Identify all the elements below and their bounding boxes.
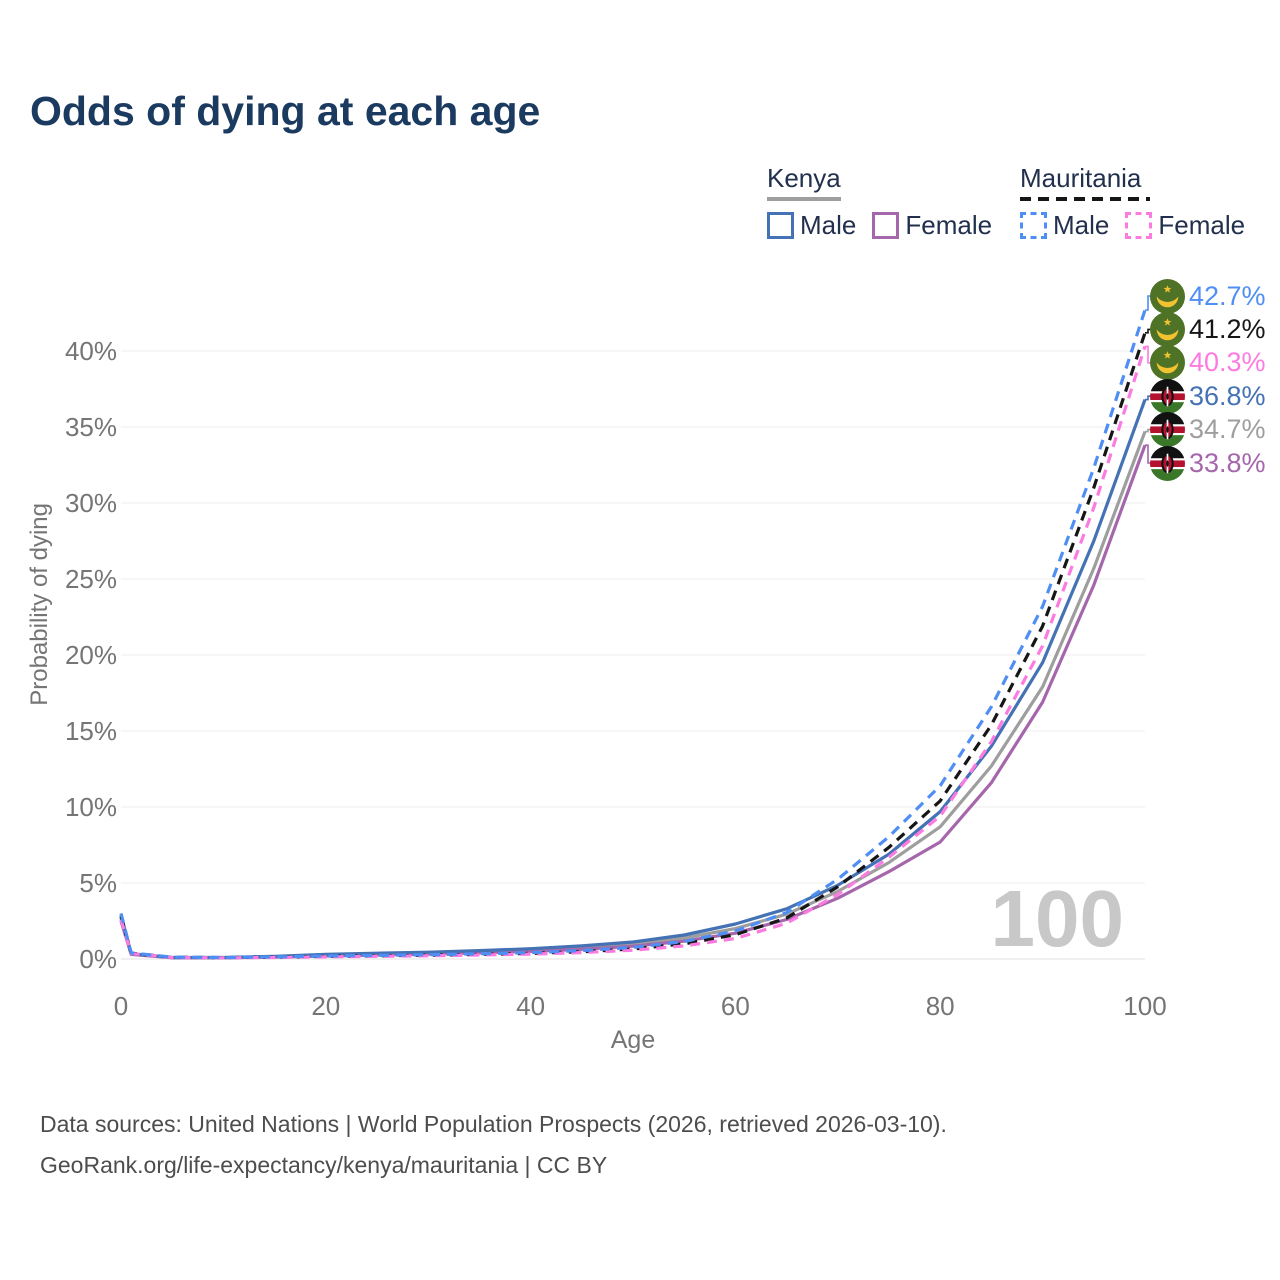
end-label-kenya-male[interactable]: 36.8% (1150, 378, 1266, 414)
y-tick-label-15: 15% (64, 716, 117, 746)
end-label-value-mauritania-overall: 41.2% (1189, 313, 1266, 344)
legend-mauritania: Mauritania Male Female (1020, 163, 1245, 241)
mauritania-female-swatch-icon (1125, 212, 1153, 239)
kenya-flag-icon (1150, 445, 1185, 481)
legend-mauritania-row: Male Female (1020, 210, 1245, 241)
y-tick-label-30: 30% (64, 488, 117, 518)
x-tick-label-100: 100 (1123, 991, 1167, 1021)
end-label-mauritania-female[interactable]: 40.3% (1150, 345, 1266, 381)
end-label-connector-kenya-overall (1145, 428, 1152, 433)
y-tick-label-5: 5% (79, 868, 117, 898)
x-axis-title: Age (610, 1026, 656, 1054)
legend-item-mauritania-female[interactable]: Female (1125, 210, 1245, 241)
y-tick-label-10: 10% (64, 792, 117, 822)
x-tick-label-40: 40 (516, 991, 546, 1021)
mauritania-male-swatch-icon (1020, 212, 1047, 239)
legend-kenya-title: Kenya (767, 163, 841, 193)
end-label-kenya-overall[interactable]: 34.7% (1150, 412, 1266, 448)
x-tick-label-60: 60 (720, 991, 750, 1021)
legend-label-kenya-female: Female (905, 210, 993, 240)
footer-data-sources: Data sources: United Nations | World Pop… (40, 1111, 947, 1137)
legend-label-kenya-male: Male (800, 210, 857, 240)
kenya-line-style-swatch (767, 197, 841, 201)
footer: Data sources: United Nations | World Pop… (40, 1104, 947, 1186)
legend-kenya: Kenya Male Female (767, 163, 992, 241)
legend-label-mauritania-female: Female (1158, 210, 1246, 240)
y-tick-label-25: 25% (64, 564, 117, 594)
kenya-flag-icon (1150, 412, 1185, 448)
legend-mauritania-title: Mauritania (1020, 163, 1142, 193)
age-watermark: 100 (991, 874, 1124, 963)
mauritania-flag-icon (1150, 345, 1185, 381)
page-title: Odds of dying at each age (30, 88, 541, 134)
end-label-connector-kenya-male (1145, 395, 1152, 401)
legend-kenya-row: Male Female (767, 210, 992, 241)
x-tick-label-0: 0 (113, 991, 129, 1021)
mauritania-flag-icon (1150, 311, 1185, 347)
end-label-mauritania-overall[interactable]: 41.2% (1150, 311, 1266, 347)
legend-item-kenya-male[interactable]: Male (767, 210, 856, 241)
end-label-value-kenya-male: 36.8% (1189, 380, 1266, 411)
x-tick-label-20: 20 (311, 991, 341, 1021)
y-tick-label-40: 40% (64, 336, 117, 366)
end-label-kenya-female[interactable]: 33.8% (1150, 445, 1266, 481)
legend-item-mauritania-male[interactable]: Male (1020, 210, 1109, 241)
end-label-value-kenya-female: 33.8% (1189, 447, 1266, 478)
y-tick-label-20: 20% (64, 640, 117, 670)
series-line-mauritania-male[interactable] (119, 309, 1147, 960)
legend-item-kenya-female[interactable]: Female (872, 210, 992, 241)
end-label-value-mauritania-female: 40.3% (1189, 347, 1266, 378)
mauritania-flag-icon (1150, 278, 1185, 314)
y-tick-label-35: 35% (64, 412, 117, 442)
y-tick-label-0: 0% (79, 944, 117, 974)
end-label-value-mauritania-male: 42.7% (1189, 280, 1266, 311)
mauritania-line-style-swatch (1020, 197, 1150, 201)
end-label-value-kenya-overall: 34.7% (1189, 414, 1266, 445)
kenya-female-swatch-icon (872, 212, 900, 239)
kenya-flag-icon (1150, 378, 1185, 414)
end-label-connector-mauritania-overall (1145, 328, 1152, 334)
x-tick-label-80: 80 (925, 991, 955, 1021)
footer-attribution: GeoRank.org/life-expectancy/kenya/maurit… (40, 1152, 608, 1178)
kenya-male-swatch-icon (767, 212, 794, 239)
legend-label-mauritania-male: Male (1053, 210, 1110, 240)
end-label-mauritania-male[interactable]: 42.7% (1150, 278, 1266, 314)
series-line-mauritania-female[interactable] (119, 345, 1147, 960)
